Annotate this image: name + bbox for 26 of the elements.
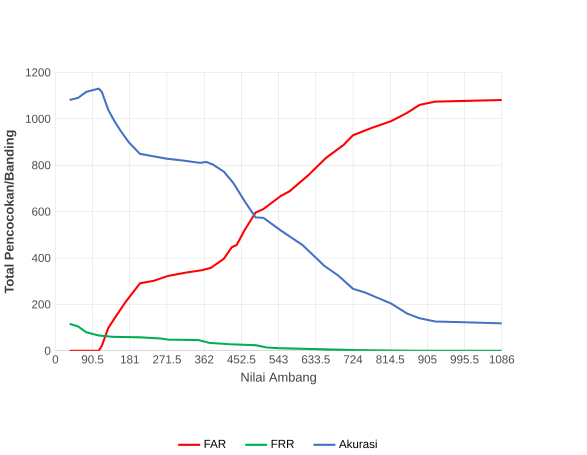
- x-tick-label: 90.5: [82, 355, 104, 364]
- x-axis-title: Nilai Ambang: [241, 372, 316, 384]
- x-tick-label: 543: [269, 355, 288, 364]
- legend-label: Akurasi: [338, 440, 377, 448]
- y-tick-label: 200: [32, 300, 50, 308]
- x-tick-label: 724: [344, 355, 362, 364]
- line-series: [68, 322, 502, 351]
- y-tick-label: 1200: [26, 68, 50, 76]
- legend-label: FAR: [204, 440, 226, 448]
- x-tick-label: 452.5: [227, 355, 256, 364]
- legend-label: FRR: [272, 440, 294, 448]
- x-tick-label: 1086: [490, 355, 514, 364]
- x-tick-label: 814.5: [376, 355, 404, 364]
- x-tick-label: 995.5: [450, 355, 479, 364]
- y-tick-label: 400: [32, 254, 50, 262]
- x-tick-label: 0: [52, 355, 58, 364]
- x-tick-label: 271.5: [153, 355, 181, 364]
- y-axis-title: Total Pencocokan/Banding: [4, 130, 16, 294]
- y-tick-label: 0: [44, 346, 50, 355]
- y-tick-label: 800: [32, 161, 50, 170]
- y-tick-label: 1000: [26, 114, 50, 123]
- x-tick-label: 633.5: [302, 355, 330, 364]
- x-tick-label: 362: [194, 355, 214, 364]
- x-tick-label: 181: [121, 355, 139, 364]
- x-tick-label: 905: [418, 355, 437, 364]
- y-tick-label: 600: [32, 207, 50, 216]
